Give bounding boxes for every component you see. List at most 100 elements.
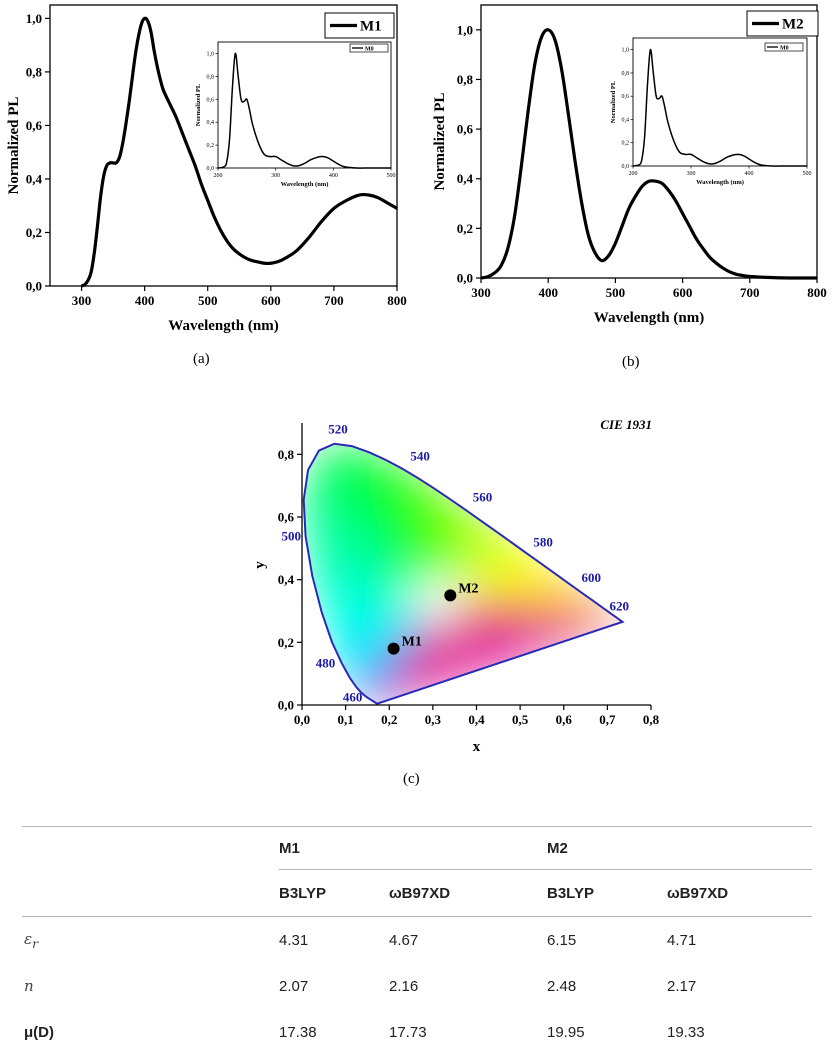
inset-legend-label: M0: [365, 47, 374, 53]
wavelength-label: 480: [316, 655, 336, 670]
wavelength-label: 600: [582, 570, 602, 585]
x-axis-label: Wavelength (nm): [168, 318, 278, 334]
wavelength-label: 460: [343, 690, 363, 705]
inset-x-tick-label: 200: [214, 173, 223, 179]
table-cell: 17.73: [389, 1023, 427, 1041]
y-tick-label: 0,8: [457, 72, 474, 87]
inset-legend-box: [349, 43, 389, 53]
table-cell: 2.16: [389, 977, 419, 995]
wavelength-label: 540: [410, 449, 430, 464]
x-tick-label: 0,4: [468, 712, 485, 727]
inset-y-axis-label: Normalized PL: [610, 80, 617, 123]
wavelength-label: 520: [328, 422, 348, 437]
chart-panel-b: 300 400 500 600 700 800 0,0 0,2 0,4 0,6 0,8 1,0 Wave…: [420, 0, 837, 345]
cie-1931-chart: 0,0 0,1 0,2 0,3 0,4 0,5 0,6 0,7 0,8 0,0 0,2 0,4 0,6 0…: [252, 417, 660, 755]
table-row: n 2.07 2.16 2.48 2.17: [22, 963, 812, 1009]
table-cell: 4.67: [389, 916, 547, 963]
inset-x-tick-label: 500: [387, 173, 396, 179]
inset-y-tick-label: 0,4: [207, 120, 215, 126]
x-tick-label: 800: [807, 285, 827, 300]
x-tick-label: 400: [135, 293, 155, 308]
inset-y-tick-label: 0,6: [622, 94, 630, 100]
table-cell: 2.48: [547, 977, 577, 995]
x-tick-label: 400: [538, 285, 558, 300]
inset-y-tick-label: 1,0: [622, 48, 630, 54]
chart-panel-c: 0,0 0,1 0,2 0,3 0,4 0,5 0,6 0,7 0,8 0,0 0,2 0,4 0,6 0…: [240, 405, 680, 760]
table-cell: 19.33: [667, 1023, 705, 1041]
plot-frame: [480, 4, 818, 279]
inset-chart: 200 300 400 500 0,0 0,2 0,4 0,6 0,8 1,0 Wavelength…: [610, 37, 812, 186]
inset-x-tick-label: 400: [329, 173, 338, 179]
table-row: μ(D) 17.38 17.73 19.95 19.33: [22, 1009, 812, 1055]
y-axis-label: Normalized PL: [6, 97, 22, 195]
inset-chart: 200 300 400 500 0,0 0,2 0,4 0,6 0,8 1,0 Wavelength…: [195, 41, 396, 188]
y-tick-label: 0,0: [26, 279, 42, 294]
table-cell: 17.38: [279, 1023, 317, 1041]
x-tick-label: 0,2: [381, 712, 397, 727]
caption-a: (a): [193, 351, 210, 367]
y-axis-label: Normalized PL: [432, 93, 448, 191]
wavelength-label: 500: [281, 528, 301, 543]
x-tick-label: 500: [606, 285, 626, 300]
plot-frame: [49, 4, 398, 287]
y-tick-label: 1,0: [26, 11, 42, 26]
x-axis-label: Wavelength (nm): [594, 310, 704, 326]
y-axis-label: y: [252, 561, 268, 569]
data-point-label: M2: [458, 581, 478, 596]
inset-y-tick-label: 0,2: [207, 143, 215, 149]
series-line-m1: [80, 16, 398, 288]
pl-spectrum-chart-m2: 300 400 500 600 700 800 0,0 0,2 0,4 0,6 0,8 1,0 Wave…: [432, 4, 827, 326]
inset-legend-box: [764, 42, 804, 52]
inset-y-tick-label: 0,2: [622, 141, 630, 147]
x-tick-label: 0,1: [338, 712, 354, 727]
x-tick-label: 300: [471, 285, 491, 300]
y-tick-label: 1,0: [457, 22, 473, 37]
data-point-m1: [387, 642, 400, 655]
wavelength-label: 620: [609, 598, 629, 613]
table-cell: 19.95: [547, 1023, 585, 1041]
table-cell: 2.17: [667, 977, 697, 995]
method-header: B3LYP: [279, 884, 326, 902]
inset-x-tick-label: 300: [271, 173, 280, 179]
method-header: ωB97XD: [667, 884, 729, 902]
row-label-refractive-index: n: [24, 977, 34, 995]
table-header-groups: M1 M2: [22, 826, 812, 870]
inset-y-tick-label: 0,8: [207, 74, 215, 80]
group-header-m2: M2: [547, 826, 812, 870]
inset-x-tick-label: 500: [803, 171, 812, 177]
x-tick-label: 0,6: [556, 712, 573, 727]
x-tick-label: 300: [72, 293, 92, 308]
group-header-m1: M1: [279, 826, 547, 870]
y-tick-label: 0,4: [457, 171, 474, 186]
row-label-permittivity: εr: [22, 916, 279, 963]
chromaticity-purple-wedge: [378, 601, 623, 704]
y-tick-label: 0,2: [457, 221, 473, 236]
y-tick-label: 0,0: [457, 271, 473, 286]
x-tick-label: 0,3: [425, 712, 442, 727]
inset-x-tick-label: 200: [629, 171, 638, 177]
y-tick-label: 0,8: [278, 447, 295, 462]
x-tick-label: 500: [198, 293, 218, 308]
series-line-m2: [480, 28, 817, 280]
x-tick-label: 0,7: [599, 712, 616, 727]
x-tick-label: 600: [673, 285, 693, 300]
caption-b: (b): [622, 354, 640, 370]
inset-series-line-m0: [632, 48, 807, 167]
inset-x-axis-label: Wavelength (nm): [281, 181, 329, 188]
inset-series-line-m0: [217, 52, 391, 169]
chart-title: CIE 1931: [600, 417, 652, 432]
y-tick-label: 0,4: [26, 171, 43, 186]
table-row: εr 4.31 4.67 6.15 4.71: [22, 916, 812, 963]
inset-y-tick-label: 0,0: [207, 166, 215, 172]
table-cell: 4.71: [667, 916, 812, 963]
y-tick-label: 0,6: [457, 122, 474, 137]
inset-y-tick-label: 1,0: [207, 51, 215, 57]
table-header-methods: B3LYP ωB97XD B3LYP ωB97XD: [22, 870, 812, 917]
inset-x-tick-label: 300: [687, 171, 696, 177]
inset-y-axis-label: Normalized PL: [195, 83, 202, 126]
x-tick-label: 0,8: [643, 712, 660, 727]
inset-y-tick-label: 0,4: [622, 117, 630, 123]
legend-label: M2: [782, 17, 804, 33]
table-cell: 2.07: [279, 977, 309, 995]
wavelength-label: 580: [533, 534, 553, 549]
